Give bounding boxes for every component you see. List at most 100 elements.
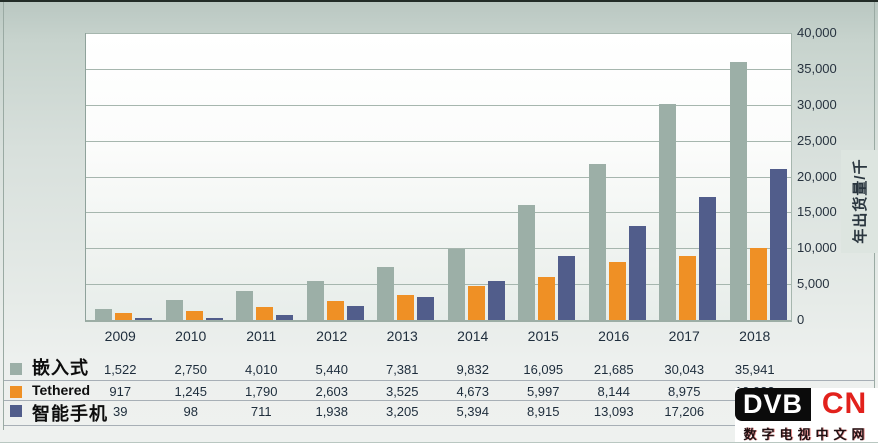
table-cell: 39 xyxy=(113,404,128,419)
bar-Tethered-2016 xyxy=(609,262,626,320)
y-axis-title: 年出货量/千 xyxy=(851,158,869,244)
bar-智能手机-2018 xyxy=(770,169,787,320)
table-cell: 13,093 xyxy=(593,404,634,419)
table-cell: 7,381 xyxy=(385,362,419,377)
table-cell: 4,010 xyxy=(244,362,278,377)
table-cell: 1,245 xyxy=(174,384,208,399)
x-tick-label: 2009 xyxy=(104,328,136,344)
table-cell: 1,790 xyxy=(244,384,278,399)
bar-Tethered-2014 xyxy=(468,286,485,320)
x-tick-label: 2016 xyxy=(598,328,630,344)
y-tick-label: 40,000 xyxy=(797,25,837,40)
table-cell: 98 xyxy=(183,404,198,419)
table-cell: 3,525 xyxy=(385,384,419,399)
gridline xyxy=(86,284,791,286)
x-tick-label: 2014 xyxy=(457,328,489,344)
dvbcn-watermark-logo: DVB CN 数字电视中文网 xyxy=(735,388,878,442)
cn-logo-text: CN xyxy=(821,387,868,420)
bar-Tethered-2009 xyxy=(115,313,132,320)
table-separator xyxy=(4,425,874,426)
bar-嵌入式-2011 xyxy=(236,291,253,320)
bar-智能手机-2010 xyxy=(206,318,223,320)
bar-嵌入式-2016 xyxy=(589,164,606,320)
table-cell: 16,095 xyxy=(523,362,564,377)
table-cell: 2,750 xyxy=(174,362,208,377)
x-tick-label: 2013 xyxy=(386,328,418,344)
x-tick-label: 2010 xyxy=(175,328,207,344)
gridline xyxy=(86,104,791,106)
table-cell: 5,997 xyxy=(526,384,560,399)
y-tick-label: 30,000 xyxy=(797,96,837,112)
bar-智能手机-2016 xyxy=(629,226,646,320)
legend-label: 嵌入式 xyxy=(32,358,89,378)
x-tick-label: 2015 xyxy=(527,328,559,344)
bar-Tethered-2010 xyxy=(186,311,203,320)
y-axis-title-background xyxy=(841,150,878,253)
table-cell: 8,144 xyxy=(597,384,631,399)
legend-label: 智能手机 xyxy=(32,404,108,424)
x-tick-label: 2018 xyxy=(739,328,771,344)
bar-智能手机-2017 xyxy=(699,197,716,320)
bar-嵌入式-2012 xyxy=(307,281,324,320)
bar-Tethered-2015 xyxy=(538,277,555,320)
legend-swatch-智能手机 xyxy=(10,405,22,417)
dvbcn-logo-row: DVB CN xyxy=(735,388,878,421)
table-cell: 35,941 xyxy=(734,362,775,377)
gridline xyxy=(86,248,791,250)
gridline xyxy=(86,33,791,34)
table-separator xyxy=(4,400,874,401)
bar-嵌入式-2014 xyxy=(448,249,465,320)
table-cell: 21,685 xyxy=(593,362,634,377)
table-separator xyxy=(4,380,874,381)
x-tick-label: 2012 xyxy=(316,328,348,344)
table-cell: 917 xyxy=(109,384,132,399)
y-tick-label: 5,000 xyxy=(797,276,830,292)
bar-智能手机-2012 xyxy=(347,306,364,320)
gridline xyxy=(86,140,791,142)
table-cell: 8,915 xyxy=(526,404,560,419)
table-cell: 5,440 xyxy=(315,362,349,377)
bar-智能手机-2009 xyxy=(135,318,152,320)
legend-swatch-Tethered xyxy=(10,386,22,398)
bar-嵌入式-2017 xyxy=(659,104,676,320)
bar-Tethered-2011 xyxy=(256,307,273,320)
table-cell: 17,206 xyxy=(664,404,705,419)
bar-Tethered-2018 xyxy=(750,248,767,320)
table-cell: 8,975 xyxy=(667,384,701,399)
chart-frame-left xyxy=(3,2,4,430)
gridline xyxy=(86,176,791,178)
table-cell: 1,938 xyxy=(315,404,349,419)
legend-swatch-嵌入式 xyxy=(10,363,22,375)
table-cell: 4,673 xyxy=(456,384,490,399)
y-tick-label: 25,000 xyxy=(797,132,837,148)
table-cell: 1,522 xyxy=(103,362,137,377)
x-tick-label: 2017 xyxy=(668,328,700,344)
table-cell: 711 xyxy=(250,404,272,419)
page-top-border xyxy=(0,0,878,2)
bar-嵌入式-2018 xyxy=(730,62,747,320)
bar-嵌入式-2015 xyxy=(518,205,535,320)
y-tick-label: 20,000 xyxy=(797,168,837,184)
bar-智能手机-2014 xyxy=(488,281,505,320)
bar-嵌入式-2009 xyxy=(95,309,112,320)
bar-嵌入式-2013 xyxy=(377,267,394,320)
gridline xyxy=(86,68,791,70)
table-cell: 30,043 xyxy=(664,362,705,377)
y-tick-label: 35,000 xyxy=(797,60,837,76)
table-cell: 9,832 xyxy=(456,362,490,377)
plot-area xyxy=(85,33,792,322)
bar-Tethered-2012 xyxy=(327,301,344,320)
bar-Tethered-2017 xyxy=(679,256,696,320)
dvbcn-logo-subtext: 数字电视中文网 xyxy=(743,427,870,442)
bar-智能手机-2015 xyxy=(558,256,575,320)
bar-智能手机-2011 xyxy=(276,315,293,320)
table-cell: 5,394 xyxy=(456,404,490,419)
legend-label: Tethered xyxy=(32,382,91,398)
y-tick-label: 10,000 xyxy=(797,240,837,256)
y-tick-label: 15,000 xyxy=(797,204,837,220)
dvb-logo-text: DVB xyxy=(735,388,811,421)
x-tick-label: 2011 xyxy=(246,328,277,344)
table-cell: 3,205 xyxy=(385,404,419,419)
gridline xyxy=(86,212,791,214)
